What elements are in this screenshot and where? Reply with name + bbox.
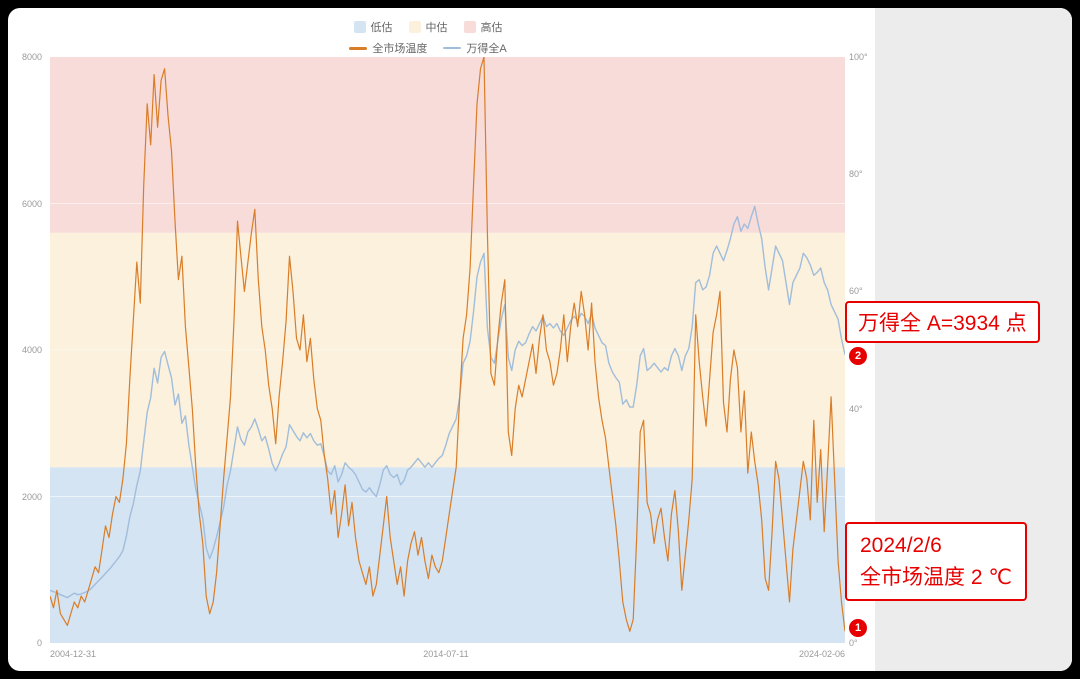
left-axis: 0 2000 4000 6000 8000	[8, 52, 45, 648]
axis-tick: 8000	[21, 52, 42, 62]
low-band-swatch-icon	[353, 21, 366, 33]
valuation-band-2	[50, 57, 845, 233]
badge-1: 1	[849, 619, 867, 637]
axis-tick: 6000	[21, 198, 42, 209]
legend-item-high[interactable]: 高估	[463, 19, 503, 35]
axis-tick: 60°	[849, 286, 863, 297]
axis-tick: 0	[36, 638, 42, 648]
temperature-line-swatch-icon	[349, 46, 368, 50]
chart-card: 低估 中估 高估 全市场温度 万得全A	[8, 8, 1072, 671]
axis-tick: 40°	[849, 403, 863, 414]
axis-tick: 80°	[849, 169, 863, 180]
axis-tick: 100°	[849, 52, 868, 62]
legend-item-low[interactable]: 低估	[353, 19, 393, 35]
mid-band-swatch-icon	[408, 21, 421, 33]
badge-2: 2	[849, 347, 867, 365]
x-axis-tick: 2024-02-06	[798, 649, 845, 659]
legend-item-temperature[interactable]: 全市场温度	[349, 40, 427, 56]
temperature-line	[50, 57, 845, 632]
axis-tick: 0°	[849, 638, 858, 648]
x-axis-tick: 2014-07-11	[423, 649, 469, 659]
legend-series-row: 全市场温度 万得全A	[8, 40, 848, 56]
chart-legend: 低估 中估 高估 全市场温度 万得全A	[8, 19, 848, 61]
legend-item-mid[interactable]: 中估	[408, 19, 448, 35]
x-axis-tick: 2004-12-31	[50, 649, 97, 659]
index-line-swatch-icon	[443, 47, 462, 49]
temperature-annotation-date: 2024/2/6	[860, 534, 942, 557]
legend-band-row: 低估 中估 高估	[8, 19, 848, 35]
high-band-swatch-icon	[463, 21, 476, 33]
temperature-annotation: 2024/2/6 全市场温度 2 ℃	[845, 522, 1027, 601]
temperature-annotation-value: 全市场温度 2 ℃	[860, 565, 1012, 589]
index-annotation-text: 万得全 A=3934 点	[858, 312, 1027, 335]
axis-tick: 2000	[21, 491, 42, 502]
legend-label-temperature: 全市场温度	[372, 43, 428, 55]
index-annotation: 万得全 A=3934 点	[845, 301, 1040, 343]
valuation-band-0	[50, 467, 845, 643]
x-axis: 2004-12-31 2014-07-11 2024-02-06	[50, 649, 845, 663]
legend-label-index: 万得全A	[466, 43, 507, 55]
legend-label-low: 低估	[370, 22, 393, 34]
axis-tick: 4000	[21, 345, 42, 355]
legend-item-index[interactable]: 万得全A	[443, 40, 507, 56]
legend-label-mid: 中估	[425, 22, 448, 34]
index-line	[50, 205, 845, 599]
chart-plot	[50, 57, 845, 643]
legend-label-high: 高估	[480, 22, 503, 34]
